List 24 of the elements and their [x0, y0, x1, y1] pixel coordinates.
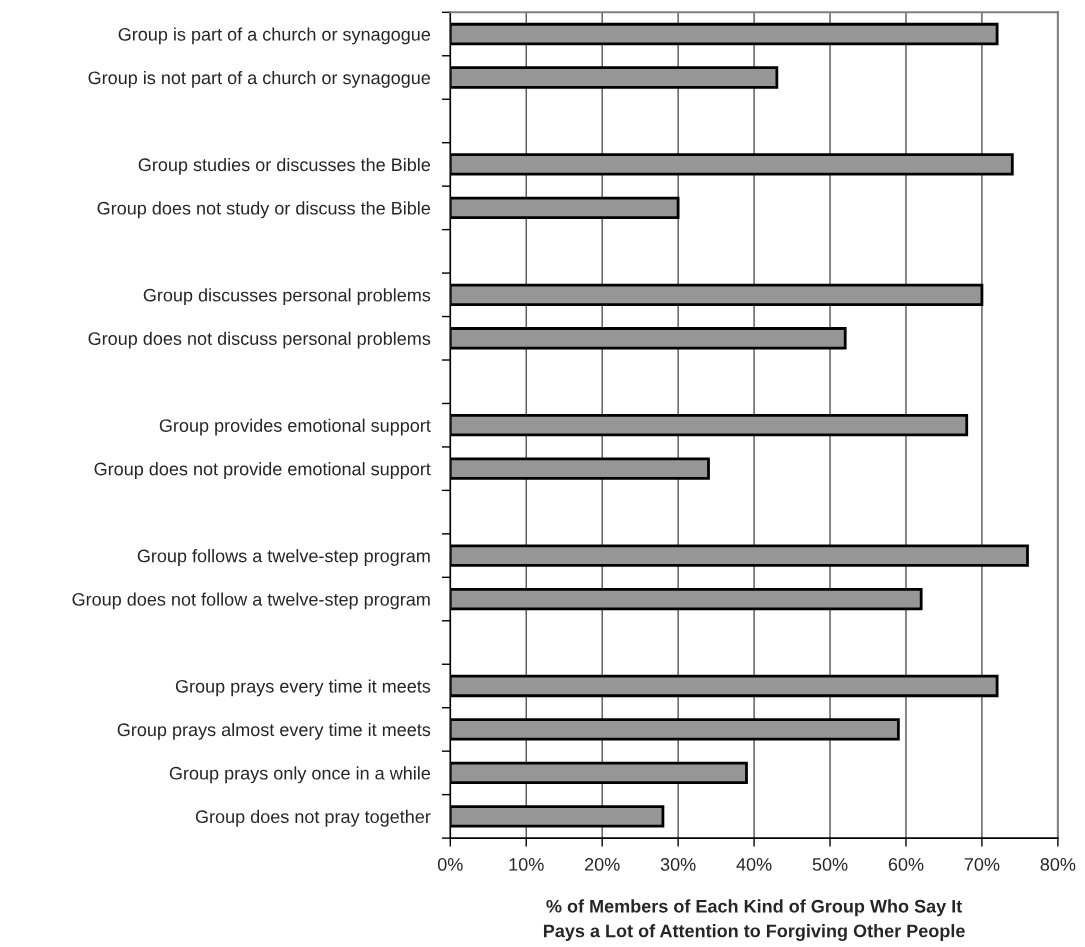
x-tick-label: 50% — [812, 858, 848, 871]
y-tick-label: Group prays every time it meets — [175, 679, 431, 697]
y-tick-label: Group follows a twelve-step program — [137, 549, 430, 566]
y-tick-label: Group studies or discusses the Bible — [138, 157, 431, 175]
y-tick-label: Group is not part of a church or synagogue — [88, 70, 431, 88]
x-tick-label: 0% — [437, 858, 463, 871]
x-axis-title: % of Members of Each Kind of Group Who Say It Pays a Lot of Attention to Forgiving Other People — [543, 899, 965, 941]
x-tick-label: 30% — [660, 858, 696, 871]
x-tick-label: 40% — [736, 858, 772, 871]
x-tick-label: 70% — [964, 858, 1000, 871]
y-tick-label: Group is part of a church or synagogue — [118, 27, 431, 45]
y-tick-label: Group does not follow a twelve-step program — [72, 592, 430, 610]
y-tick-label: Group provides emotional support — [159, 418, 431, 436]
y-tick-label: Group does not discuss personal problems — [88, 331, 431, 349]
x-tick-label: 80% — [1040, 858, 1076, 871]
y-tick-label: Group prays only once in a while — [169, 766, 431, 784]
y-tick-label: Group discusses personal problems — [143, 288, 431, 306]
y-tick-label: Group does not provide emotional support — [94, 462, 431, 479]
x-tick-label: 10% — [509, 858, 544, 871]
x-tick-label: 20% — [585, 858, 620, 871]
x-tick-label: 60% — [888, 858, 924, 871]
y-tick-label: Group prays almost every time it meets — [117, 722, 431, 740]
y-tick-label: Group does not study or discuss the Bible — [97, 201, 431, 219]
y-tick-label: Group does not pray together — [195, 809, 431, 827]
